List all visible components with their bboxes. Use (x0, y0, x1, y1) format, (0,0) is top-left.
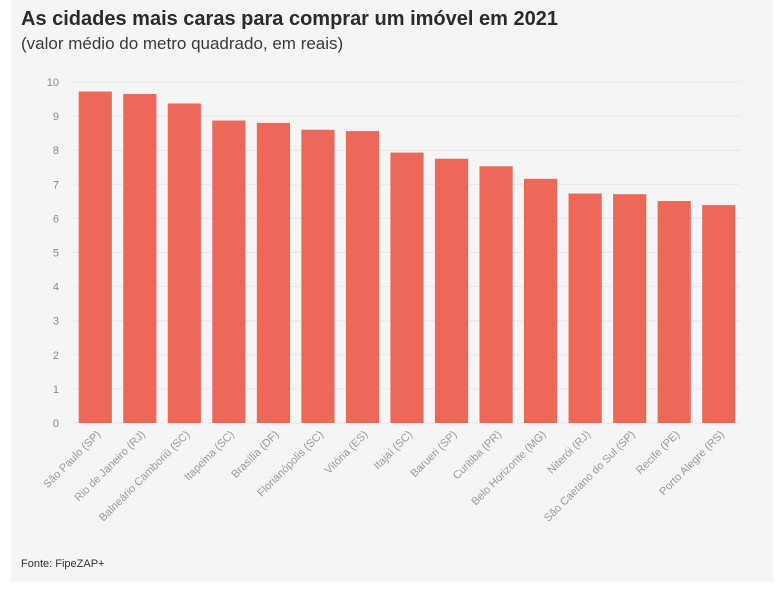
chart-title: As cidades mais caras para comprar um im… (21, 8, 558, 30)
chart-subtitle: (valor médio do metro quadrado, em reais… (21, 34, 344, 53)
x-tick-label: Vitória (ES) (322, 429, 370, 477)
y-tick-label: 10 (47, 77, 59, 89)
bar (568, 193, 602, 423)
bar (78, 91, 112, 423)
y-tick-label: 3 (53, 316, 59, 328)
y-tick-label: 8 (53, 145, 59, 157)
bar (256, 122, 290, 424)
bar (167, 103, 201, 423)
x-tick-label: Niterói (RJ) (545, 429, 593, 477)
x-tick-label: Belo Horizonte (MG) (469, 429, 548, 508)
chart-card: As cidades mais caras para comprar um im… (11, 0, 773, 582)
bar (301, 129, 335, 424)
bar (390, 152, 424, 423)
bar (613, 194, 647, 423)
x-tick-label: São Caetano do Sul (SP) (542, 429, 638, 525)
y-tick-label: 7 (53, 179, 59, 191)
y-tick-label: 5 (53, 248, 59, 260)
source-note: Fonte: FipeZAP+ (21, 558, 105, 570)
bar (212, 120, 246, 424)
x-tick-label: Itajaí (SC) (372, 429, 415, 472)
y-tick-label: 4 (53, 282, 59, 294)
bar (479, 166, 513, 424)
y-tick-label: 1 (53, 384, 59, 396)
bar (123, 93, 157, 423)
y-tick-label: 2 (53, 350, 59, 362)
bar (702, 205, 736, 423)
y-tick-label: 6 (53, 213, 59, 225)
bar (657, 201, 691, 423)
x-tick-label: Balneário Camboriú (SC) (97, 429, 192, 524)
y-tick-label: 0 (53, 418, 59, 430)
bar (524, 178, 558, 423)
bar (434, 158, 469, 423)
x-tick-label: Recife (PE) (634, 429, 682, 477)
y-tick-label: 9 (53, 111, 59, 123)
bar (345, 131, 380, 423)
